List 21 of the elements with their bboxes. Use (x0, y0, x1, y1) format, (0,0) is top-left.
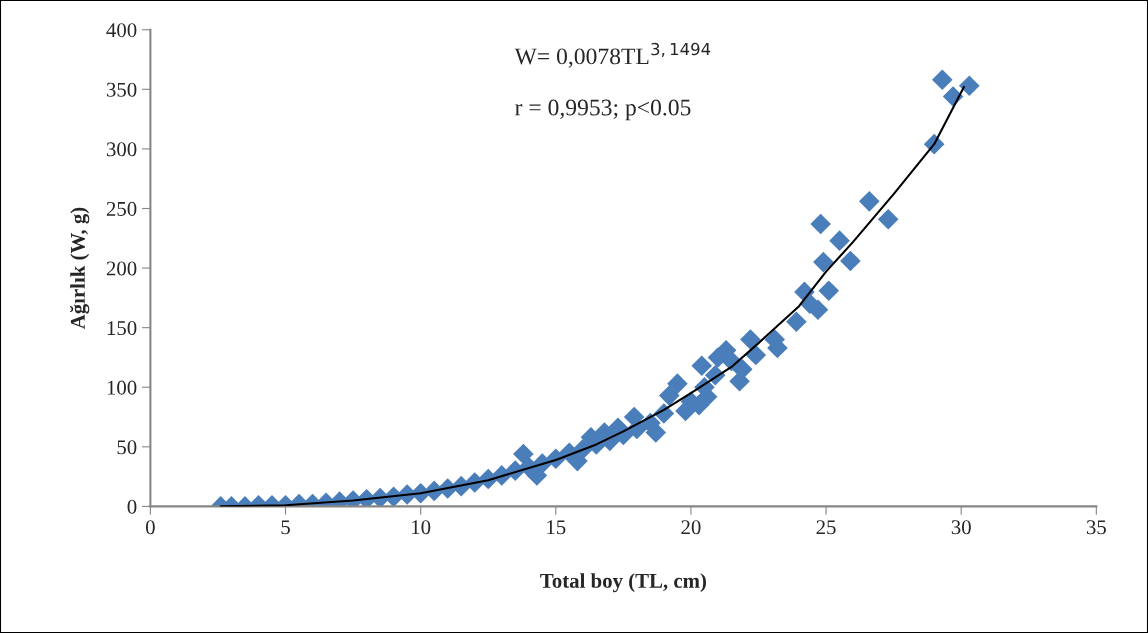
y-tick-label: 400 (106, 23, 137, 38)
y-tick-label: 150 (107, 321, 137, 336)
x-tick-label: 35 (1086, 520, 1106, 535)
x-tick-label: 25 (816, 520, 836, 535)
x-tick-label: 20 (681, 520, 701, 535)
annotation: r = 0,9953; p<0.05 (515, 99, 691, 121)
y-axis-title: Ağırlık (W, g) (70, 207, 90, 330)
y-tick-label: 300 (106, 142, 137, 157)
y-tick-label: 350 (106, 82, 137, 97)
x-axis-title: Total boy (TL, cm) (540, 573, 706, 593)
x-tick-label: 10 (412, 520, 431, 535)
annotation: W= 0,0078TL$^{3,1494}$ (514, 42, 711, 68)
y-tick-label: 50 (117, 440, 137, 455)
x-tick-label: 15 (547, 520, 566, 535)
x-tick-label: 5 (281, 520, 290, 535)
y-tick-label: 250 (106, 201, 137, 216)
x-tick-label: 30 (951, 520, 971, 535)
y-tick-label: 200 (106, 261, 137, 276)
y-tick-label: 100 (107, 380, 137, 395)
y-tick-label: 0 (127, 499, 137, 514)
x-tick-label: 0 (145, 520, 155, 535)
